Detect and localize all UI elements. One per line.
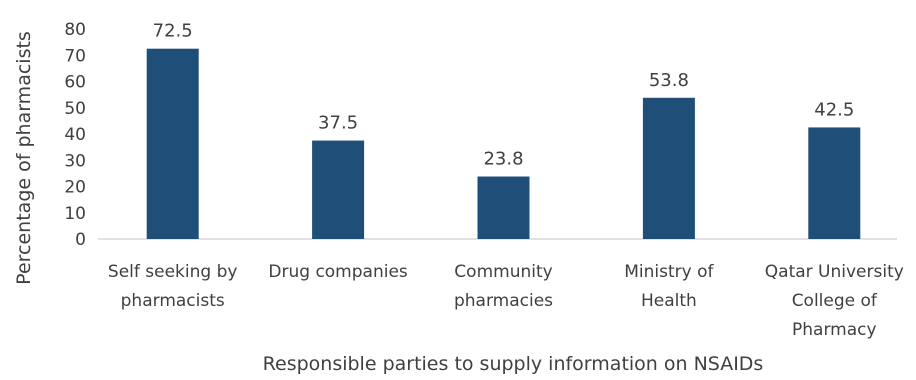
category-label: Ministry of Health (624, 262, 714, 311)
data-label: 72.5 (153, 21, 193, 42)
data-labels: 72.5 37.5 23.8 53.8 42.5 (153, 21, 855, 170)
y-tick-label: 70 (64, 46, 86, 66)
data-label: 53.8 (649, 70, 689, 91)
category-labels: Self seeking by pharmacists Drug companies… (108, 262, 904, 340)
bar (312, 140, 365, 239)
bar (146, 48, 199, 239)
bar (477, 176, 530, 239)
y-tick-label: 0 (75, 230, 86, 250)
y-tick-label: 40 (64, 125, 86, 145)
y-tick-label: 20 (64, 178, 86, 198)
bars (146, 48, 861, 240)
y-tick-labels: 0 10 20 30 40 50 60 70 80 (64, 20, 86, 250)
y-tick-label: 30 (64, 151, 86, 171)
y-tick-label: 50 (64, 99, 86, 119)
data-label: 23.8 (483, 149, 523, 170)
category-label: Drug companies (268, 262, 408, 282)
bar (642, 97, 695, 240)
data-label: 37.5 (318, 113, 358, 134)
x-axis-label: Responsible parties to supply informatio… (263, 353, 764, 375)
category-label: Qatar University College of Pharmacy (765, 262, 904, 340)
y-axis-label: Percentage of pharmacists (13, 31, 35, 285)
y-tick-label: 80 (64, 20, 86, 40)
category-label: Community pharmacies (454, 262, 553, 311)
y-tick-label: 10 (64, 204, 86, 224)
bar (808, 127, 861, 239)
category-label: Self seeking by pharmacists (108, 262, 238, 311)
data-label: 42.5 (814, 99, 854, 120)
y-tick-label: 60 (64, 73, 86, 93)
